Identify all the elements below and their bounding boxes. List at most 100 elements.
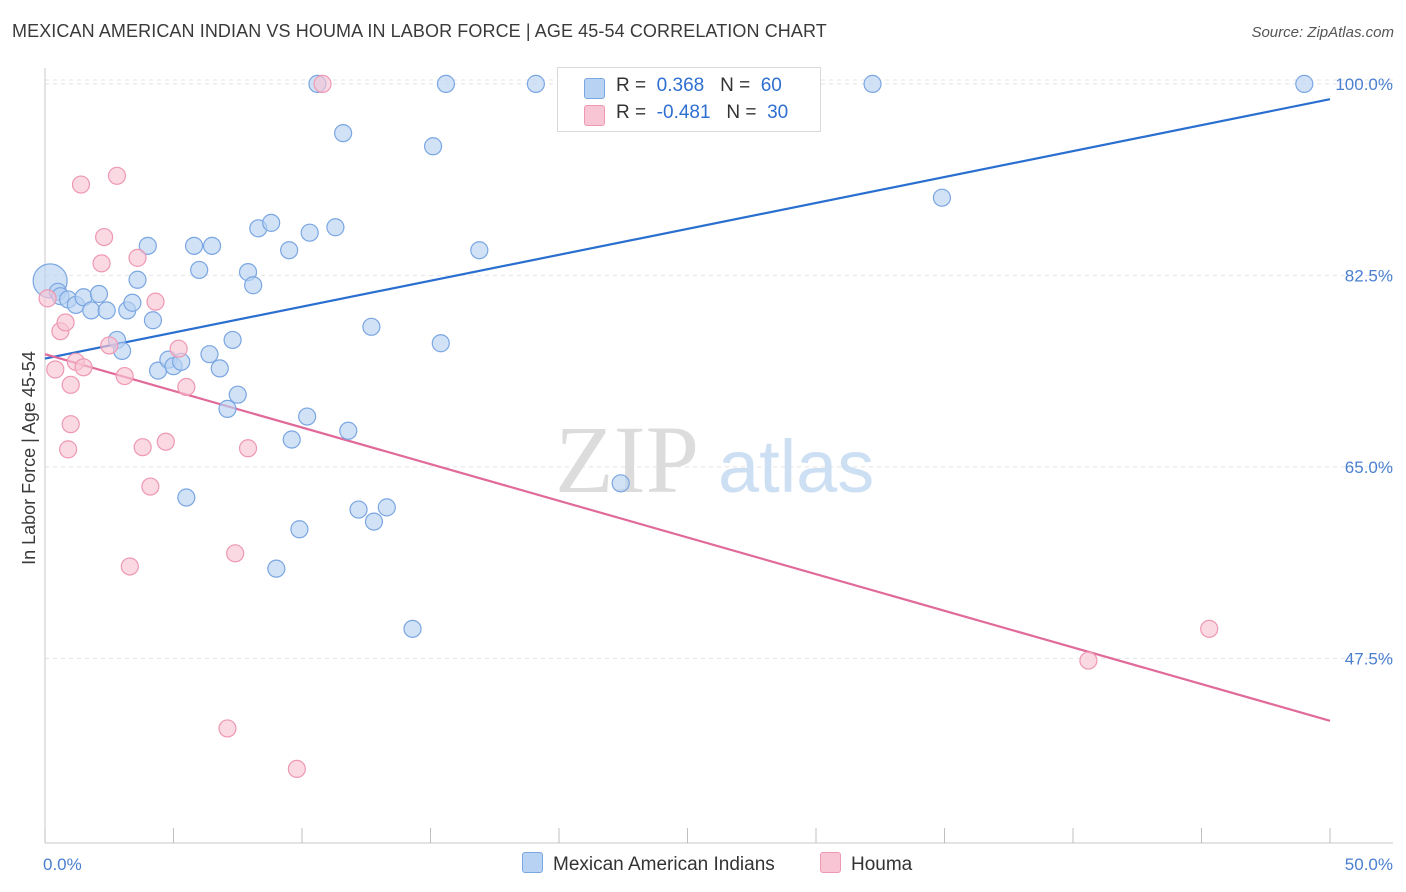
data-point <box>1295 74 1314 93</box>
data-point <box>146 292 165 311</box>
watermark-zip: ZIP <box>555 406 699 513</box>
legend-item-houma: Houma <box>820 852 912 876</box>
data-point <box>61 415 80 434</box>
watermark-atlas: atlas <box>718 425 874 508</box>
data-point <box>190 260 209 280</box>
data-point <box>282 430 301 449</box>
data-point <box>436 74 456 93</box>
trend-line <box>44 353 1331 722</box>
legend-n-label: N = <box>726 102 757 123</box>
data-point <box>470 241 489 260</box>
legend-item-mexican-american-indians: Mexican American Indians <box>522 852 775 876</box>
data-point <box>120 557 139 576</box>
data-point <box>71 175 91 194</box>
trend-lines <box>44 98 1331 722</box>
data-point <box>287 759 306 779</box>
x-tick-label: 0.0% <box>43 855 82 874</box>
data-point <box>218 399 237 418</box>
legend-n-label: N = <box>720 75 751 96</box>
data-point <box>863 74 882 93</box>
data-point <box>280 241 299 260</box>
y-tick-label: 65.0% <box>1345 458 1393 477</box>
data-point <box>141 477 160 496</box>
data-point <box>377 498 396 517</box>
data-point <box>364 512 384 531</box>
data-point <box>300 223 319 242</box>
legend-r-label: R = <box>616 102 647 123</box>
data-point <box>143 311 163 330</box>
data-point <box>128 270 147 289</box>
data-point <box>423 137 443 156</box>
data-point <box>61 375 80 394</box>
data-point <box>326 218 345 237</box>
data-point <box>82 301 101 320</box>
legend-swatch-blue <box>584 78 605 99</box>
data-point <box>107 166 127 185</box>
data-point <box>244 276 263 295</box>
y-tick-label: 82.5% <box>1345 266 1393 285</box>
legend-swatch-pink <box>584 105 605 126</box>
legend-r-value: 0.368 <box>656 75 705 96</box>
data-point <box>59 440 78 459</box>
x-tick-label: 50.0% <box>1345 855 1393 874</box>
y-tick-label: 47.5% <box>1345 649 1393 668</box>
data-point <box>238 439 258 458</box>
data-point <box>611 474 630 493</box>
correlation-legend: R = 0.368 N = 60 R = -0.481 N = 30 <box>557 67 821 132</box>
data-point <box>1079 651 1098 670</box>
grid-lines <box>45 79 1393 659</box>
axes <box>44 68 1393 844</box>
y-tick-label: 100.0% <box>1335 75 1393 94</box>
data-point <box>200 345 219 364</box>
legend-series-name: Mexican American Indians <box>553 854 775 875</box>
watermark: ZIP atlas <box>555 406 874 513</box>
data-point <box>267 559 286 578</box>
y-axis-label: In Labor Force | Age 45-54 <box>19 351 39 565</box>
data-point <box>290 520 309 539</box>
data-point <box>226 544 245 563</box>
data-point <box>177 488 196 507</box>
source-label: Source: ZipAtlas.com <box>1251 24 1394 41</box>
data-point <box>349 500 368 519</box>
data-point <box>100 336 119 355</box>
data-point <box>115 366 134 386</box>
legend-r-value: -0.481 <box>656 102 711 123</box>
data-point <box>95 227 114 247</box>
trend-line <box>44 98 1331 360</box>
legend-n-value: 30 <box>767 102 789 123</box>
legend-swatch-blue <box>522 852 543 873</box>
data-point <box>177 377 196 397</box>
data-point <box>932 188 952 207</box>
chart-title: MEXICAN AMERICAN INDIAN VS HOUMA IN LABO… <box>12 21 827 41</box>
data-point <box>339 421 358 440</box>
data-point <box>92 254 111 273</box>
data-point <box>223 330 242 350</box>
data-point <box>89 284 109 304</box>
data-point <box>403 619 422 638</box>
data-point <box>362 317 381 336</box>
data-point <box>218 719 237 738</box>
data-point <box>138 236 157 255</box>
data-point <box>123 293 142 312</box>
data-point <box>313 74 332 93</box>
data-point <box>156 432 175 451</box>
data-point <box>1200 619 1219 638</box>
data-point <box>74 358 93 377</box>
data-point <box>202 236 222 255</box>
data-point <box>210 359 229 378</box>
data-points <box>32 74 1314 779</box>
data-point <box>184 236 204 255</box>
legend-series-name: Houma <box>851 854 913 875</box>
legend-n-value: 60 <box>760 75 782 96</box>
legend-r-label: R = <box>616 75 647 96</box>
data-point <box>526 74 545 93</box>
x-tick-labels: 0.0% 50.0% <box>43 855 1393 874</box>
y-tick-labels: 47.5% 65.0% 82.5% 100.0% <box>1335 75 1393 669</box>
data-point <box>169 339 188 358</box>
data-point <box>133 438 152 457</box>
data-point <box>298 407 317 426</box>
data-point <box>56 313 75 332</box>
data-point <box>431 334 450 353</box>
data-point <box>262 213 281 232</box>
